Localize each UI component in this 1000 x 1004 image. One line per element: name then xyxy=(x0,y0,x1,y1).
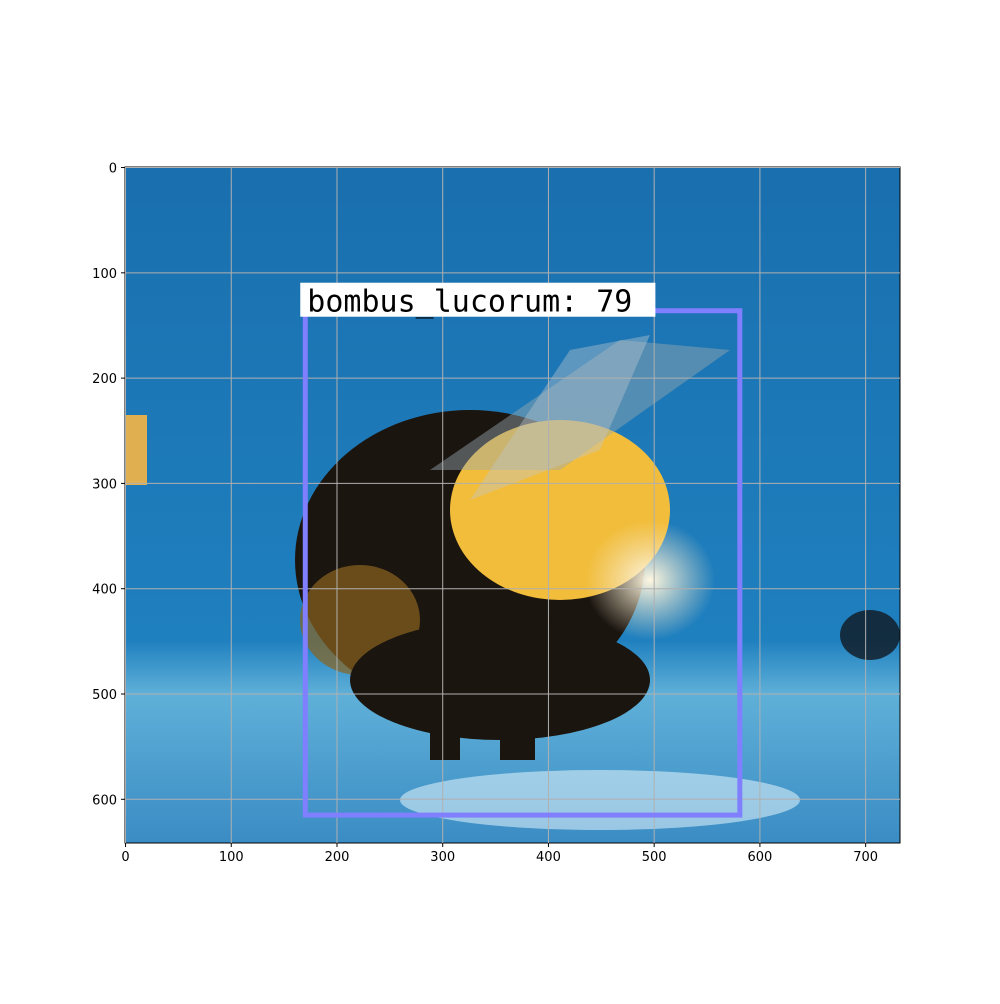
y-tick-label: 600 xyxy=(92,793,117,808)
y-tick-label: 100 xyxy=(92,267,117,282)
axes-frame xyxy=(124,166,901,844)
y-tick-label: 200 xyxy=(92,372,117,387)
y-tick-label: 300 xyxy=(92,477,117,492)
detection-label: bombus_lucorum: 79 xyxy=(307,285,632,320)
x-tick-label: 700 xyxy=(853,850,878,865)
x-tick-label: 400 xyxy=(536,850,561,865)
y-tick-label: 500 xyxy=(92,688,117,703)
y-tick-label: 0 xyxy=(109,162,117,177)
photo xyxy=(125,167,900,843)
y-tick-label: 400 xyxy=(92,583,117,598)
x-tick-label: 100 xyxy=(219,850,244,865)
label-background xyxy=(300,282,656,317)
x-tick-label: 200 xyxy=(325,850,350,865)
x-tick-label: 300 xyxy=(430,850,455,865)
x-tick-label: 500 xyxy=(642,850,667,865)
x-tick-label: 0 xyxy=(121,850,129,865)
x-tick-label: 600 xyxy=(747,850,772,865)
